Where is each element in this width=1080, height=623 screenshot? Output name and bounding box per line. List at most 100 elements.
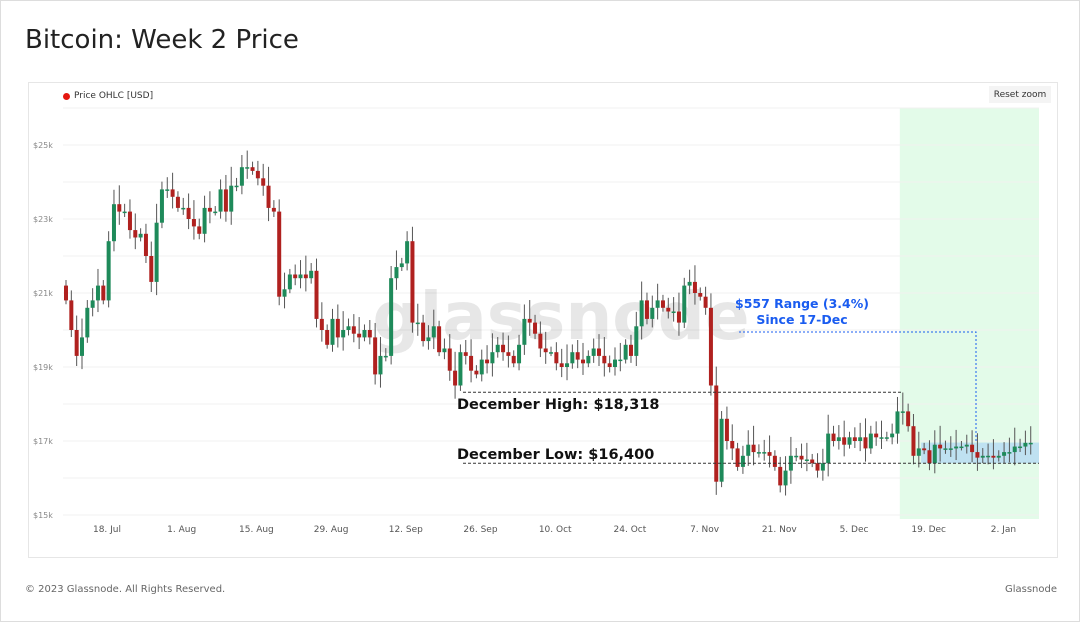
candle-body	[543, 348, 548, 353]
x-tick-label: 18. Jul	[93, 525, 121, 535]
candle-body	[90, 300, 95, 308]
x-tick-label: 26. Sep	[463, 525, 497, 535]
candle-body	[85, 307, 90, 338]
x-tick-label: 19. Dec	[911, 525, 946, 535]
copyright: © 2023 Glassnode. All Rights Reserved.	[25, 584, 226, 595]
candle-body	[415, 322, 420, 325]
candle-body	[708, 307, 713, 386]
candle-body	[810, 459, 815, 464]
candle-body	[463, 352, 468, 356]
range-connector-line	[739, 331, 977, 443]
candle-body	[703, 296, 708, 308]
candle-body	[836, 437, 841, 441]
candle-body	[746, 444, 751, 456]
reset-zoom-button[interactable]: Reset zoom	[989, 86, 1051, 103]
candle-body	[1007, 452, 1012, 454]
candle-body	[783, 470, 788, 486]
candle-body	[692, 281, 697, 293]
candle-body	[533, 322, 538, 334]
candle-body	[341, 330, 346, 338]
candle-body	[287, 274, 292, 290]
candle-body	[527, 318, 532, 323]
candle-body	[351, 326, 356, 334]
candle-body	[111, 204, 116, 242]
candle-body	[442, 348, 447, 353]
candle-body	[938, 444, 943, 449]
candle-body	[69, 300, 74, 330]
candle-body	[271, 207, 276, 212]
candle-body	[143, 233, 148, 256]
candle-body	[383, 355, 388, 358]
candle-body	[970, 444, 975, 453]
candle-body	[159, 189, 164, 223]
candle-body	[517, 344, 522, 364]
y-tick-label: $15k	[33, 511, 53, 520]
footer-brand: Glassnode	[1004, 584, 1057, 595]
candle-body	[1023, 442, 1028, 447]
candle-body	[644, 300, 649, 319]
candle-body	[330, 318, 335, 345]
candle-body	[863, 437, 868, 449]
x-tick-label: 5. Dec	[840, 525, 869, 535]
candle-body	[884, 437, 889, 439]
candle-body	[586, 355, 591, 364]
candle-body	[666, 307, 671, 312]
y-tick-label: $25k	[33, 141, 53, 150]
candle-body	[101, 285, 106, 301]
candle-body	[175, 196, 180, 208]
candle-body	[650, 307, 655, 319]
candle-body	[575, 352, 580, 360]
x-tick-label: 29. Aug	[314, 525, 349, 535]
candle-body	[325, 330, 330, 345]
candle-body	[948, 448, 953, 450]
candle-body	[607, 363, 612, 367]
candle-body	[762, 452, 767, 454]
candle-body	[410, 241, 415, 323]
candle-body	[218, 189, 223, 212]
x-tick-label: 24. Oct	[614, 525, 647, 535]
candle-body	[431, 326, 436, 338]
candle-body	[874, 433, 879, 438]
candle-body	[842, 437, 847, 445]
y-tick-label: $19k	[33, 363, 53, 372]
candle-body	[634, 326, 639, 356]
candle-body	[490, 352, 495, 364]
candle-body	[927, 450, 932, 464]
candle-body	[106, 241, 111, 301]
candle-body	[1002, 452, 1007, 456]
candle-body	[906, 411, 911, 427]
candle-body	[890, 433, 895, 438]
candle-body	[735, 448, 740, 467]
candle-body	[943, 448, 948, 450]
candle-body	[847, 437, 852, 445]
candle-body	[389, 278, 394, 356]
candle-body	[474, 370, 479, 375]
candle-body	[303, 274, 308, 279]
candle-body	[639, 300, 644, 327]
candle-body	[165, 189, 170, 191]
candle-body	[932, 444, 937, 464]
candle-body	[373, 337, 378, 375]
candle-body	[357, 333, 362, 338]
candle-body	[138, 233, 143, 238]
candle-body	[767, 452, 772, 456]
candle-body	[511, 355, 516, 364]
candle-body	[895, 411, 900, 434]
candle-body	[724, 418, 729, 441]
candle-body	[207, 207, 212, 212]
candle-body	[820, 463, 825, 471]
candle-body	[778, 466, 783, 486]
candle-body	[991, 455, 996, 458]
range-annotation: $557 Range (3.4%)	[735, 296, 869, 311]
candle-body	[197, 226, 202, 234]
candle-body	[794, 455, 799, 458]
candle-body	[559, 363, 564, 367]
candle-body	[975, 452, 980, 458]
candle-body	[911, 426, 916, 456]
legend-dot-icon	[63, 92, 70, 100]
candle-body	[282, 289, 287, 297]
legend[interactable]: Price OHLC [USD]	[63, 91, 153, 101]
candle-body	[255, 170, 260, 179]
candle-body	[234, 185, 239, 188]
